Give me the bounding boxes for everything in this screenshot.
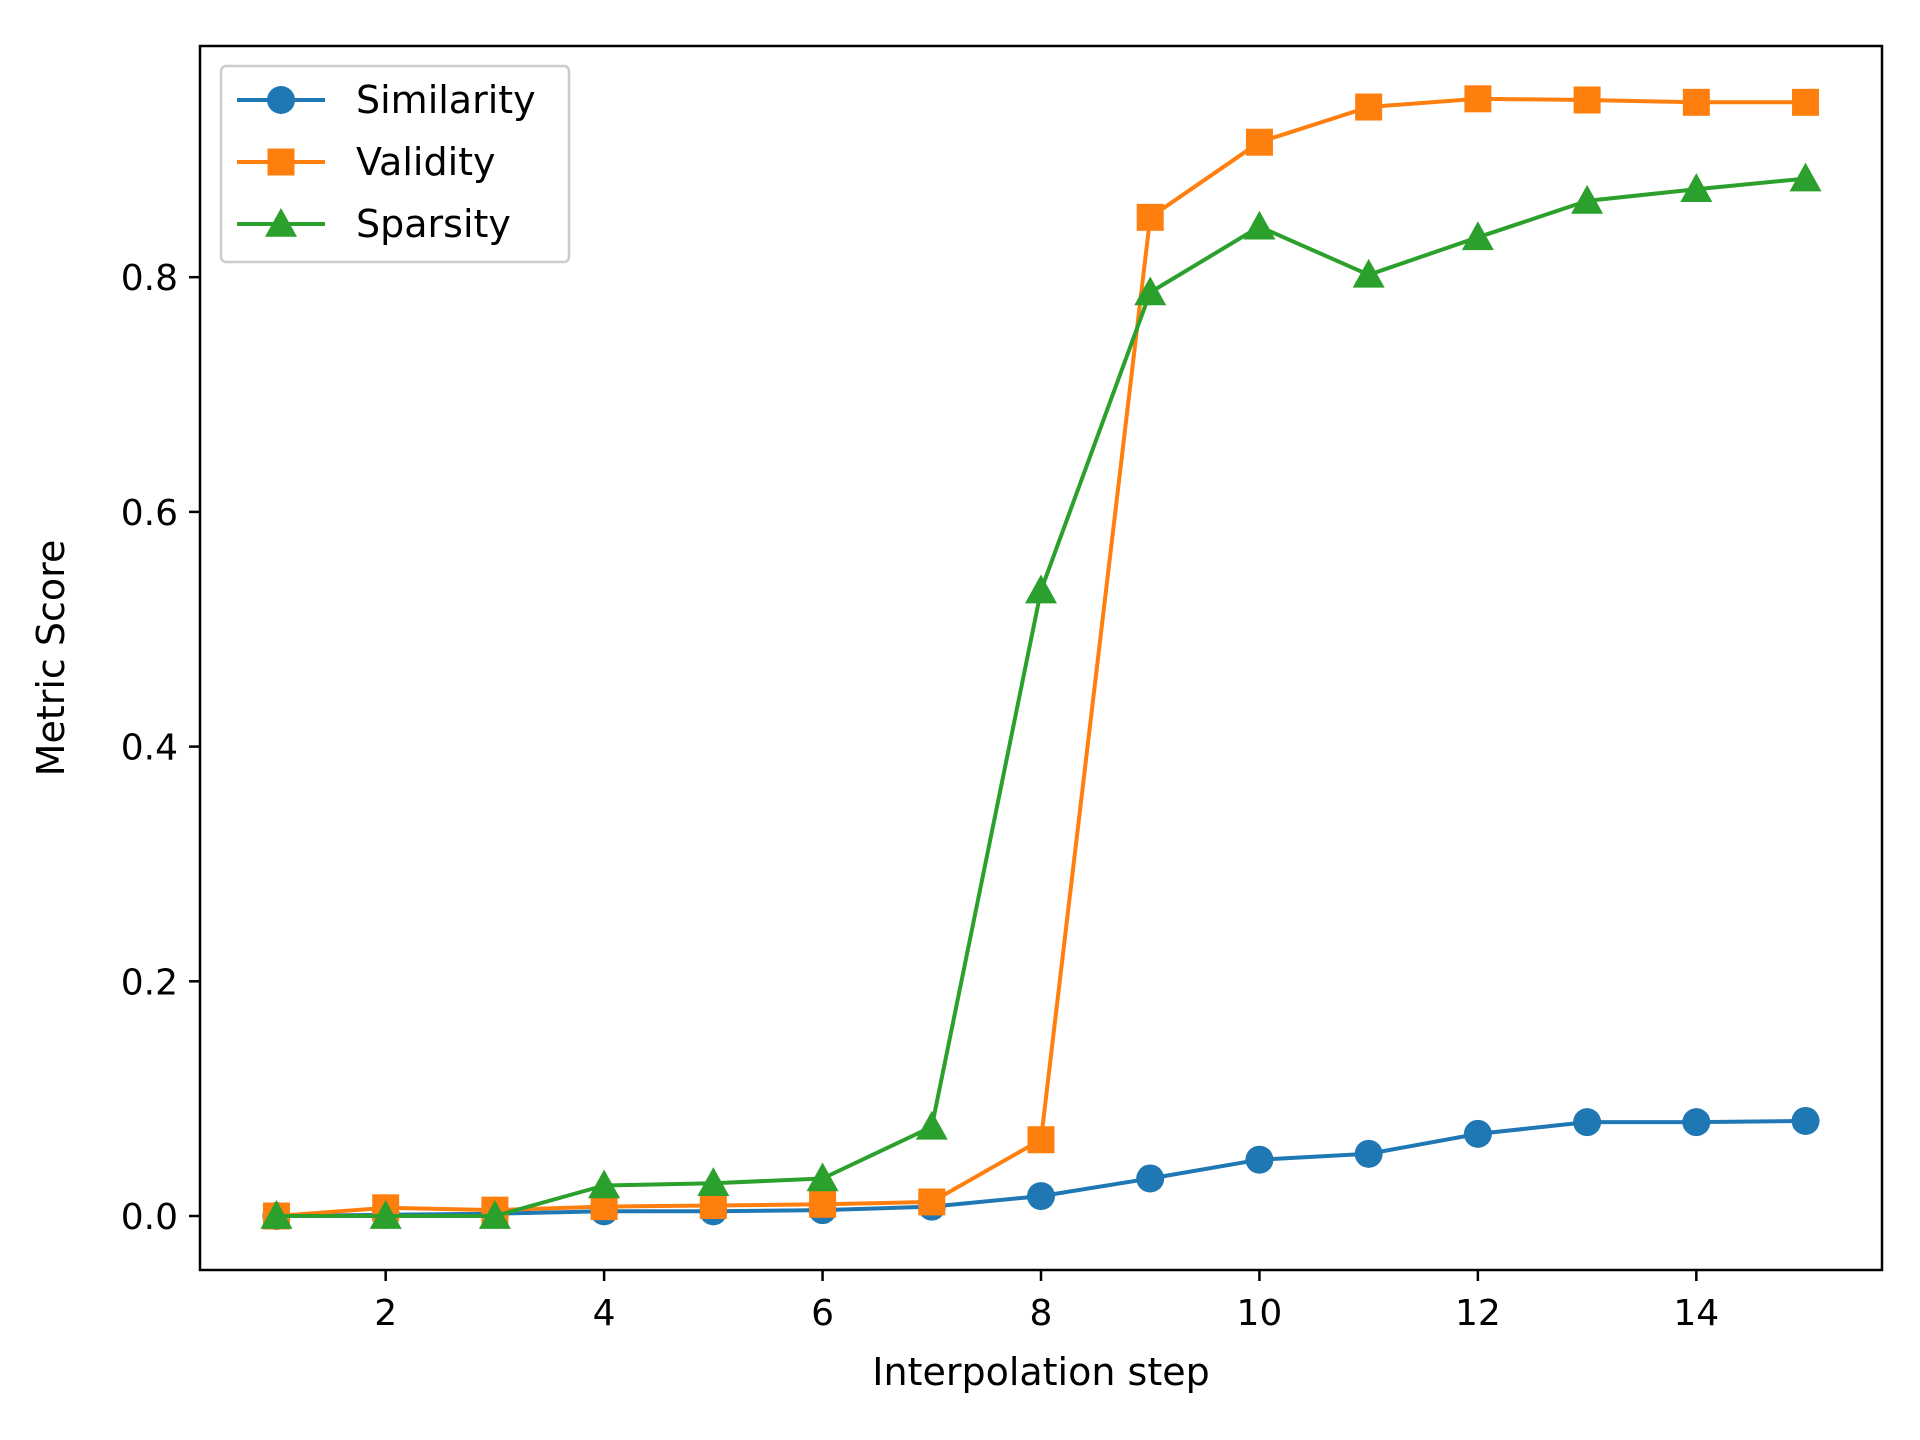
data-point — [1243, 210, 1276, 240]
data-point — [809, 1190, 837, 1218]
data-point — [1352, 258, 1385, 288]
legend-entry-validity: Validity — [237, 140, 496, 184]
legend-label: Validity — [356, 140, 496, 184]
x-tick-label: 2 — [374, 1293, 397, 1334]
legend-box — [219, 64, 571, 264]
legend-entry-similarity: Similarity — [237, 78, 536, 122]
data-point — [1573, 1108, 1602, 1137]
data-point — [699, 1191, 727, 1219]
data-point — [588, 1169, 621, 1199]
data-point — [1027, 1126, 1055, 1154]
data-point — [260, 1200, 293, 1229]
legend-label: Sparsity — [356, 202, 511, 246]
y-tick-label: 0.2 — [121, 962, 178, 1003]
data-point — [1682, 1108, 1711, 1137]
data-point — [1355, 93, 1383, 121]
data-point — [1571, 184, 1604, 214]
data-point — [1461, 221, 1494, 251]
data-point — [478, 1200, 511, 1229]
data-point — [1245, 1145, 1274, 1174]
data-point — [1027, 1182, 1055, 1211]
data-point — [1136, 1164, 1165, 1193]
y-tick-label: 0.6 — [121, 493, 178, 534]
data-point — [697, 1167, 730, 1196]
data-point — [1134, 276, 1167, 306]
legend-label: Similarity — [356, 78, 536, 122]
x-tick-label: 10 — [1237, 1293, 1283, 1334]
x-tick-label: 14 — [1673, 1293, 1719, 1334]
legend-marker — [267, 86, 295, 114]
y-tick-label: 0.0 — [121, 1197, 178, 1238]
plot-area — [260, 85, 1822, 1231]
data-point — [806, 1162, 839, 1192]
data-point — [369, 1200, 402, 1229]
legend-marker — [265, 208, 297, 237]
data-point — [1791, 1106, 1820, 1135]
series-sparsity — [260, 162, 1822, 1229]
y-tick-label: 0.4 — [121, 728, 178, 769]
data-point — [1573, 86, 1601, 114]
legend-entry-sparsity: Sparsity — [237, 202, 511, 246]
x-tick-label: 6 — [811, 1293, 834, 1334]
x-tick-label: 12 — [1455, 1293, 1501, 1334]
data-point — [915, 1110, 948, 1140]
data-point — [918, 1188, 946, 1216]
data-point — [1463, 1119, 1492, 1148]
data-point — [1682, 88, 1710, 116]
data-point — [1464, 85, 1492, 113]
axes: Interpolation step Metric Score 2 4 6 8 10 12… — [29, 44, 1884, 1394]
y-tick-label: 0.8 — [121, 258, 178, 299]
x-tick-label: 8 — [1030, 1293, 1053, 1334]
y-axis-title: Metric Score — [29, 540, 73, 777]
data-point — [1025, 574, 1057, 604]
data-point — [1792, 88, 1820, 116]
data-point — [1680, 173, 1713, 202]
data-point — [1245, 128, 1273, 156]
data-point — [1789, 162, 1822, 192]
data-point — [1354, 1139, 1383, 1168]
x-axis-title: Interpolation step — [872, 1350, 1209, 1394]
legend-marker — [267, 148, 295, 176]
legend: Similarity Validity Sparsity — [219, 64, 571, 264]
x-tick-label: 4 — [593, 1293, 616, 1334]
data-point — [1136, 203, 1164, 231]
